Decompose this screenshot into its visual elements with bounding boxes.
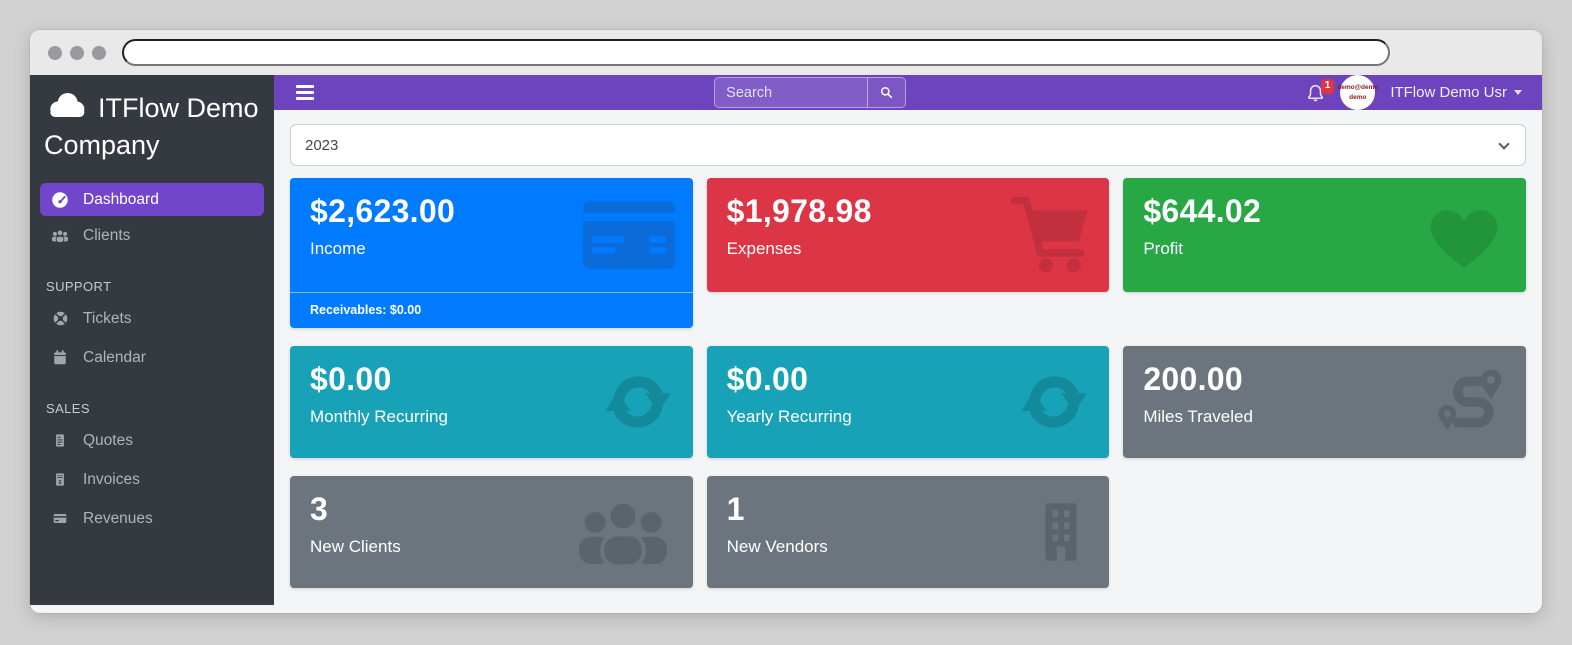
card-value: 1 — [726, 491, 745, 527]
search-input[interactable] — [715, 78, 868, 107]
sidebar-item-label: Calendar — [83, 348, 146, 366]
notifications-button[interactable]: 1 — [1306, 78, 1335, 103]
building-icon — [1031, 489, 1091, 575]
card-footer: Receivables: $0.00 — [290, 292, 693, 328]
card-value: 3 — [310, 491, 329, 527]
stat-card-new-clients: 3 New Clients — [290, 476, 693, 588]
stat-card-new-vendors: 1 New Vendors — [706, 476, 1110, 588]
search-icon — [881, 86, 893, 99]
avatar-text: demo — [1349, 93, 1367, 101]
sync-icon — [1017, 365, 1091, 439]
file-lines-icon — [50, 432, 70, 449]
route-icon — [1434, 362, 1508, 442]
address-bar[interactable] — [122, 39, 1390, 66]
svg-text:$: $ — [59, 480, 62, 486]
sidebar-section-sales: SALES — [46, 401, 90, 416]
sidebar-section-support: SUPPORT — [46, 279, 112, 294]
sidebar-item-tickets[interactable]: Tickets — [30, 299, 274, 338]
life-ring-icon — [50, 310, 70, 327]
card-value: $1,978.98 — [726, 193, 872, 229]
stat-card-profit: $644.02 Profit — [1123, 178, 1526, 292]
top-navbar: 1 demo@demo demo ITFlow Demo Usr — [274, 75, 1542, 110]
cloud-icon — [50, 93, 85, 117]
sidebar-item-label: Clients — [83, 226, 131, 244]
search-form — [714, 77, 907, 108]
card-value: $644.02 — [1143, 193, 1262, 229]
card-value: $2,623.00 — [310, 193, 456, 229]
sidebar-item-label: Quotes — [83, 431, 133, 449]
browser-window: ITFlow Demo Company Dashboard — [30, 30, 1542, 613]
year-select[interactable]: 2023 — [290, 124, 1526, 166]
browser-chrome — [30, 30, 1542, 75]
sidebar-item-label: Tickets — [83, 309, 132, 327]
sidebar-item-revenues[interactable]: Revenues — [30, 499, 274, 538]
card-label: New Clients — [310, 537, 401, 556]
sidebar-item-quotes[interactable]: Quotes — [30, 421, 274, 460]
brand-text: ITFlow Demo Company — [44, 93, 259, 160]
hamburger-menu-icon[interactable] — [296, 85, 314, 100]
card-label: Monthly Recurring — [310, 407, 448, 426]
notification-badge: 1 — [1320, 78, 1335, 94]
avatar[interactable]: demo@demo demo — [1337, 75, 1379, 110]
avatar-text: demo@demo — [1337, 84, 1379, 92]
card-label: Miles Traveled — [1143, 407, 1253, 426]
card-value: $0.00 — [310, 361, 392, 397]
chevron-down-icon — [1498, 138, 1510, 150]
user-menu[interactable]: ITFlow Demo Usr — [1390, 84, 1522, 101]
window-controls — [48, 45, 106, 60]
shopping-cart-icon — [1009, 194, 1091, 276]
search-button[interactable] — [867, 78, 906, 107]
user-name: ITFlow Demo Usr — [1390, 84, 1507, 101]
card-label: Yearly Recurring — [726, 407, 852, 426]
sidebar-item-label: Invoices — [83, 470, 140, 488]
window-dot — [70, 45, 84, 60]
year-select-value: 2023 — [305, 136, 339, 154]
card-value: $0.00 — [726, 361, 809, 397]
calendar-icon — [50, 349, 70, 366]
sidebar-item-clients[interactable]: Clients — [30, 216, 274, 255]
gauge-icon — [50, 191, 70, 209]
sync-icon — [601, 365, 675, 439]
heart-icon — [1420, 197, 1508, 273]
dashboard-content: 2023 $2,623.00 Income — [274, 110, 1542, 613]
stat-card-expenses: $1,978.98 Expenses — [706, 178, 1110, 292]
users-icon — [50, 228, 70, 244]
stat-card-income: $2,623.00 Income — [290, 178, 693, 328]
credit-card-icon — [50, 511, 70, 526]
sidebar-item-calendar[interactable]: Calendar — [30, 338, 274, 377]
card-label: New Vendors — [726, 537, 828, 556]
sidebar: ITFlow Demo Company Dashboard — [30, 75, 274, 605]
window-dot — [48, 45, 62, 60]
card-label: Expenses — [726, 239, 802, 258]
caret-down-icon — [1514, 90, 1522, 95]
stat-card-monthly-recurring: $0.00 Monthly Recurring — [290, 346, 693, 458]
sidebar-item-label: Revenues — [83, 509, 153, 527]
card-label: Income — [310, 239, 366, 258]
sidebar-item-invoices[interactable]: $ Invoices — [30, 460, 274, 499]
card-label: Profit — [1143, 239, 1183, 258]
stat-card-miles-traveled: 200.00 Miles Traveled — [1123, 346, 1526, 458]
card-value: 200.00 — [1143, 361, 1243, 397]
stat-card-yearly-recurring: $0.00 Yearly Recurring — [706, 346, 1110, 458]
file-invoice-dollar-icon: $ — [50, 471, 70, 488]
window-dot — [92, 45, 106, 60]
users-icon — [571, 492, 675, 572]
brand-link[interactable]: ITFlow Demo Company — [30, 75, 274, 164]
sidebar-item-label: Dashboard — [83, 190, 159, 208]
credit-card-icon — [582, 200, 675, 270]
sidebar-item-dashboard[interactable]: Dashboard — [40, 183, 264, 216]
